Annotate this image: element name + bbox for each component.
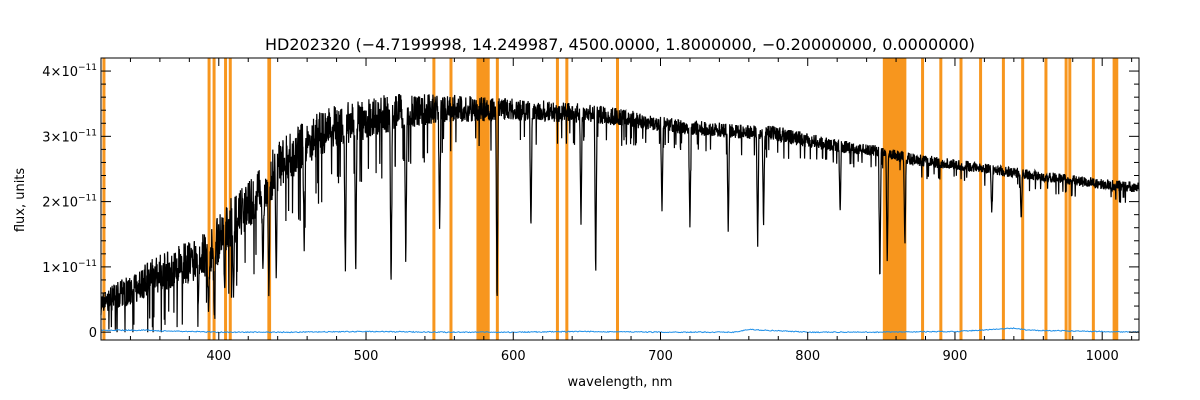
flux-spectrum	[100, 93, 1140, 334]
x-tick-label-5: 900	[943, 349, 968, 364]
y-tick-label-2: 2×10−11	[42, 194, 97, 211]
y-tick-label-0: 0	[89, 326, 97, 341]
mask-band-1	[882, 58, 907, 340]
error-series-line	[100, 327, 1140, 334]
x-tick-label-2: 600	[501, 349, 526, 364]
x-tick-label-1: 500	[354, 349, 379, 364]
y-tick-label-1: 1×10−11	[42, 259, 97, 276]
x-tick-label-3: 700	[648, 349, 673, 364]
chart-title: HD202320 (−4.7199998, 14.249987, 4500.00…	[265, 35, 975, 54]
axis-ticks: 400 500 600 700 800 900 1000 0 1×10−11 2×10−11 3×1…	[42, 58, 1139, 364]
x-axis-label: wavelength, nm	[568, 375, 673, 390]
x-tick-label-0: 400	[206, 349, 231, 364]
x-tick-label-4: 800	[795, 349, 820, 364]
flux-series-line	[100, 93, 1140, 333]
y-tick-label-3: 3×10−11	[42, 128, 97, 145]
y-axis-label: flux, units	[13, 168, 28, 233]
plot-frame	[100, 57, 1140, 341]
masked-wavelength-regions	[102, 58, 1119, 340]
y-tick-label-4: 4×10−11	[42, 63, 97, 80]
plot-axes	[100, 57, 1140, 341]
x-tick-label-6: 1000	[1086, 349, 1119, 364]
